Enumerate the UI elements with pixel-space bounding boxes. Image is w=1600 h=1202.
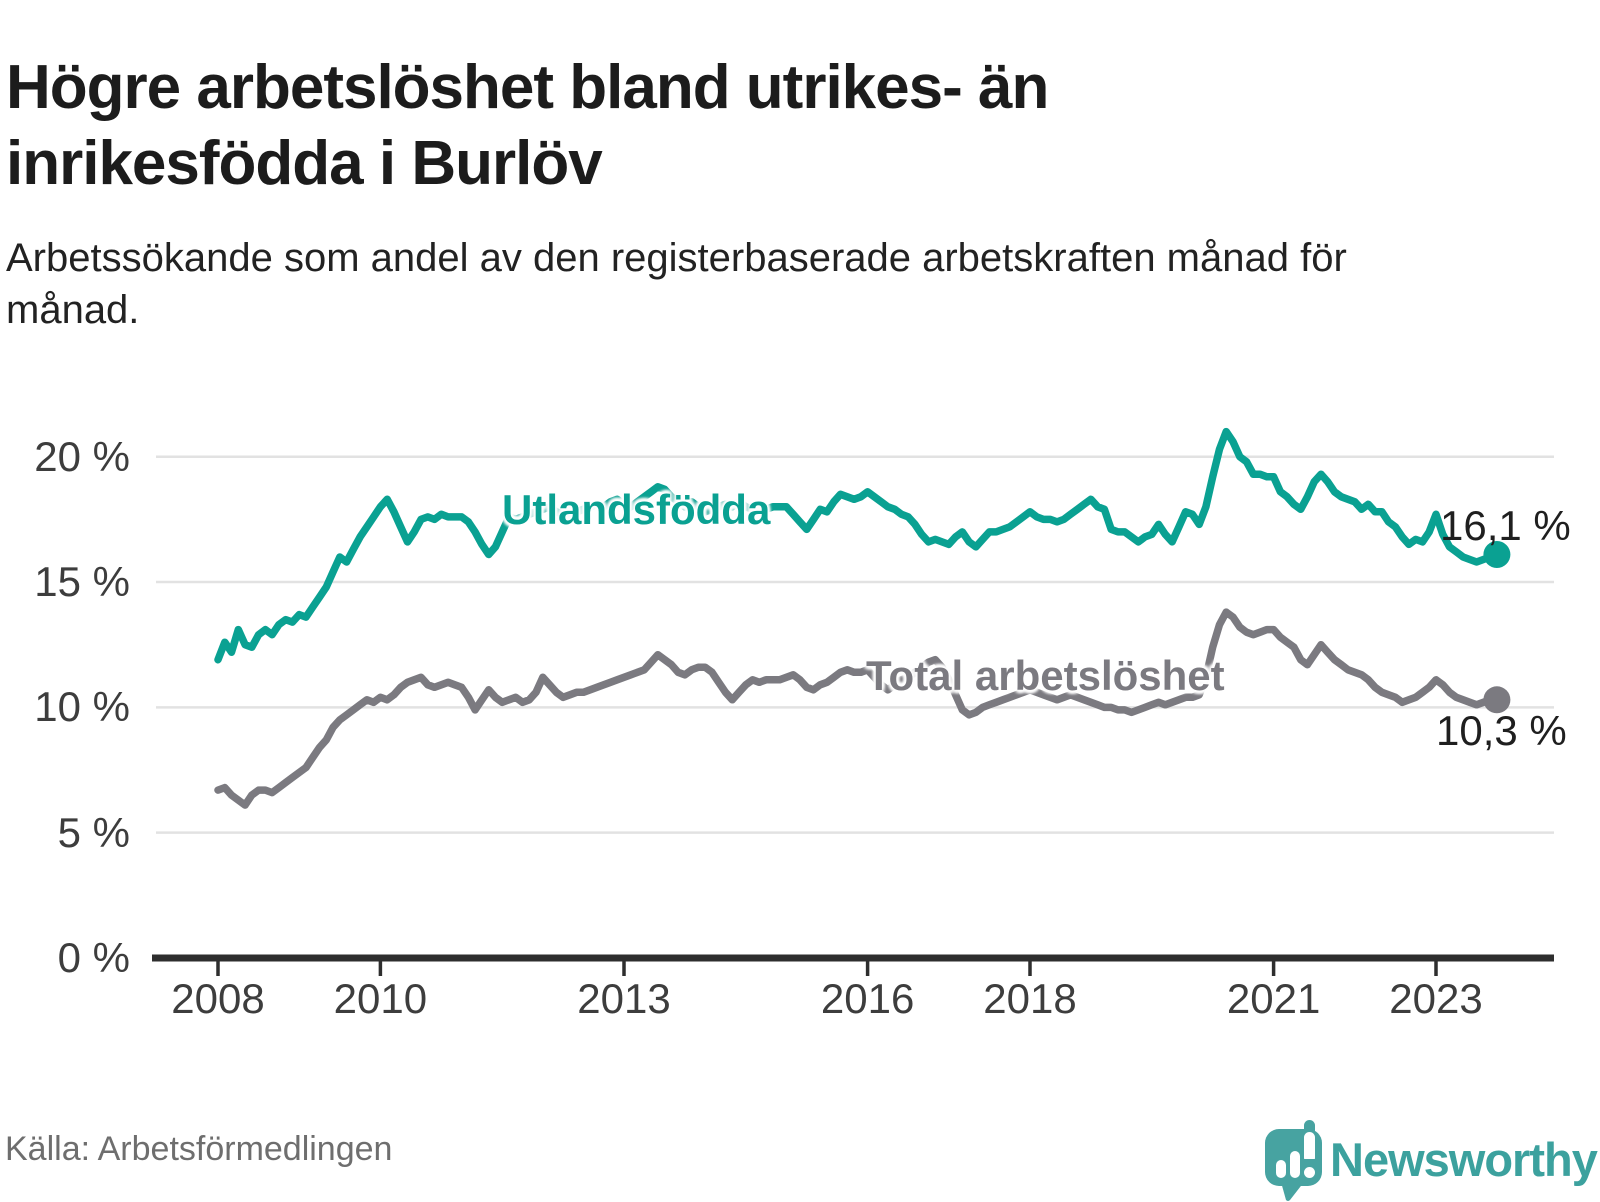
x-axis-tick-label: 2018 — [983, 975, 1077, 1022]
x-axis-tick-label: 2023 — [1389, 975, 1483, 1022]
x-axis-tick-label: 2021 — [1226, 975, 1321, 1022]
newsworthy-pin-barchart-icon — [1265, 1120, 1322, 1201]
y-axis-tick-label: 15 % — [34, 558, 130, 606]
chart-subtitle: Arbetssökande som andel av den registerb… — [6, 236, 1347, 332]
series-line-total — [214, 608, 1501, 809]
y-axis-tick-label: 5 % — [57, 808, 130, 856]
y-axis-tick-label: 20 % — [34, 432, 130, 480]
x-axis-tick-label: 2008 — [171, 975, 265, 1022]
series-end-dot — [1483, 686, 1511, 714]
x-axis-tick-label: 2010 — [333, 975, 428, 1022]
series-label-utlandsfodda: Utlandsfödda — [502, 486, 771, 533]
x-axis-tick-label: 2016 — [820, 975, 915, 1022]
newsworthy-wordmark: Newsworthy — [1330, 1133, 1598, 1186]
value-label-total: 10,3 % — [1436, 707, 1567, 754]
series-label-total: Total arbetslöshet — [866, 652, 1225, 699]
series-end-dot — [1483, 541, 1511, 568]
value-label-utlandsfodda: 16,1 % — [1440, 502, 1571, 549]
x-axis-tick-label: 2013 — [577, 975, 671, 1022]
y-axis-tick-label: 0 % — [57, 934, 130, 981]
source-note: Källa: Arbetsförmedlingen — [5, 1130, 393, 1168]
chart-title: Högre arbetslöshet bland utrikes- än inr… — [6, 52, 1049, 198]
y-axis-tick-label: 10 % — [34, 683, 130, 731]
newsworthy-logo: Newsworthy — [1264, 1120, 1598, 1201]
series-line-utlandsfodda — [214, 427, 1501, 664]
